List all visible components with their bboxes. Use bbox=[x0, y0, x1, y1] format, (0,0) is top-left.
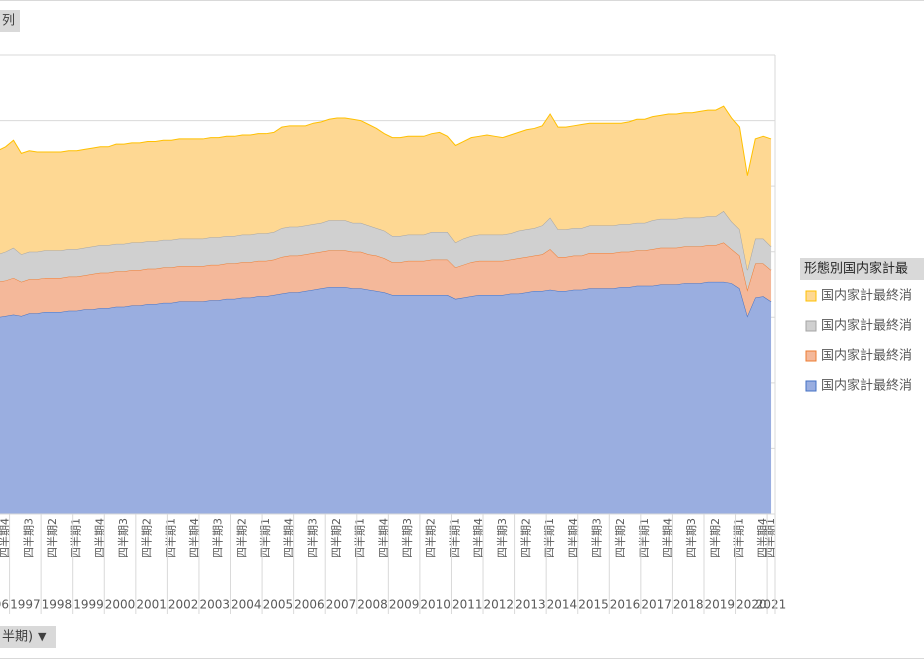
x-tick-label: 四半期2 bbox=[518, 518, 532, 558]
x-group-label: 2004 bbox=[231, 598, 262, 612]
x-tick-label: 四半期3 bbox=[305, 518, 319, 558]
x-tick-label: 四半期1 bbox=[163, 518, 177, 558]
x-tick-label: 四半期2 bbox=[234, 518, 248, 558]
x-tick-label: 四半期1 bbox=[69, 518, 83, 558]
legend-swatch bbox=[805, 290, 817, 302]
x-group-label: 1998 bbox=[42, 598, 73, 612]
x-tick-label: 四半期3 bbox=[684, 518, 698, 558]
legend-label: 国内家計最終消 bbox=[821, 288, 912, 304]
x-tick-label: 四半期4 bbox=[92, 518, 106, 558]
x-tick-label: 四半期2 bbox=[45, 518, 59, 558]
x-group-label: 2007 bbox=[326, 598, 357, 612]
x-tick-label: 四半期4 bbox=[566, 518, 580, 558]
x-group-label: 2012 bbox=[484, 598, 515, 612]
x-tick-label: 四半期3 bbox=[589, 518, 603, 558]
field-button[interactable] bbox=[0, 626, 56, 648]
x-tick-label: 四半期4 bbox=[0, 518, 12, 558]
legend-swatch bbox=[805, 380, 817, 392]
area bbox=[0, 211, 772, 290]
x-tick-label: 四半期4 bbox=[376, 518, 390, 558]
x-group-label: 2016 bbox=[610, 598, 641, 612]
x-tick-label: 四半期1 bbox=[542, 518, 556, 558]
x-group-label: 2008 bbox=[357, 598, 388, 612]
x-group-label: 2015 bbox=[578, 598, 609, 612]
x-tick-label: 四半期2 bbox=[140, 518, 154, 558]
area-edge bbox=[0, 105, 772, 176]
area-edge bbox=[0, 210, 772, 271]
x-tick-label: 四半期1 bbox=[637, 518, 651, 558]
x-tick-label: 四半期1 bbox=[731, 518, 745, 558]
x-group-label: 2018 bbox=[673, 598, 704, 612]
x-group-label: 2002 bbox=[168, 598, 199, 612]
x-tick-label: 四半期3 bbox=[400, 518, 414, 558]
x-tick-label: 四半期3 bbox=[211, 518, 225, 558]
x-tick-label: 四半期1 bbox=[763, 518, 777, 558]
legend-swatch bbox=[805, 350, 817, 362]
x-group-label: 2017 bbox=[641, 598, 672, 612]
x-group-label: 2001 bbox=[136, 598, 167, 612]
x-tick-label: 四半期4 bbox=[755, 518, 769, 558]
legend-label: 国内家計最終消 bbox=[821, 348, 912, 364]
x-tick-label: 四半期2 bbox=[424, 518, 438, 558]
x-group-label: 2013 bbox=[515, 598, 546, 612]
field-button-label: 列 bbox=[2, 14, 15, 29]
area bbox=[0, 242, 772, 317]
legend-label: 国内家計最終消 bbox=[821, 378, 912, 394]
x-group-label: 2006 bbox=[294, 598, 325, 612]
field-button[interactable] bbox=[0, 10, 20, 32]
x-group-label: 2010 bbox=[420, 598, 451, 612]
x-tick-label: 四半期4 bbox=[187, 518, 201, 558]
x-group-label: 2011 bbox=[452, 598, 483, 612]
x-tick-label: 四半期1 bbox=[353, 518, 367, 558]
legend-title: 形態別国内家計最 bbox=[804, 261, 908, 277]
legend-label: 国内家計最終消 bbox=[821, 318, 912, 334]
x-tick-label: 四半期3 bbox=[116, 518, 130, 558]
x-tick-label: 四半期4 bbox=[282, 518, 296, 558]
x-tick-label: 四半期2 bbox=[613, 518, 627, 558]
x-group-label: 2005 bbox=[263, 598, 294, 612]
x-group-label: 2014 bbox=[547, 598, 578, 612]
x-tick-label: 四半期1 bbox=[258, 518, 272, 558]
area bbox=[0, 281, 772, 514]
x-tick-label: 四半期4 bbox=[471, 518, 485, 558]
plot-area bbox=[0, 54, 775, 515]
x-group-label: 2003 bbox=[199, 598, 230, 612]
legend-title-box[interactable] bbox=[800, 258, 924, 280]
x-tick-label: 四半期2 bbox=[708, 518, 722, 558]
x-group-label: 2020 bbox=[736, 598, 767, 612]
x-tick-label: 四半期1 bbox=[447, 518, 461, 558]
x-group-label: 2021 bbox=[756, 598, 787, 612]
x-group-label: 1999 bbox=[73, 598, 104, 612]
x-tick-label: 四半期4 bbox=[660, 518, 674, 558]
x-tick-label: 四半期3 bbox=[21, 518, 35, 558]
area-edge bbox=[0, 241, 772, 292]
x-group-label: 1997 bbox=[10, 598, 41, 612]
x-group-label: 2000 bbox=[105, 598, 136, 612]
area bbox=[0, 106, 772, 271]
legend-swatch bbox=[805, 320, 817, 332]
x-tick-label: 四半期3 bbox=[495, 518, 509, 558]
x-group-label: 1996 bbox=[0, 598, 9, 612]
field-button-label: 半期) bbox=[2, 630, 33, 645]
x-group-label: 2009 bbox=[389, 598, 420, 612]
x-tick-label: 四半期2 bbox=[329, 518, 343, 558]
dropdown-arrow[interactable]: ▼ bbox=[38, 630, 47, 643]
x-group-label: 2019 bbox=[704, 598, 735, 612]
